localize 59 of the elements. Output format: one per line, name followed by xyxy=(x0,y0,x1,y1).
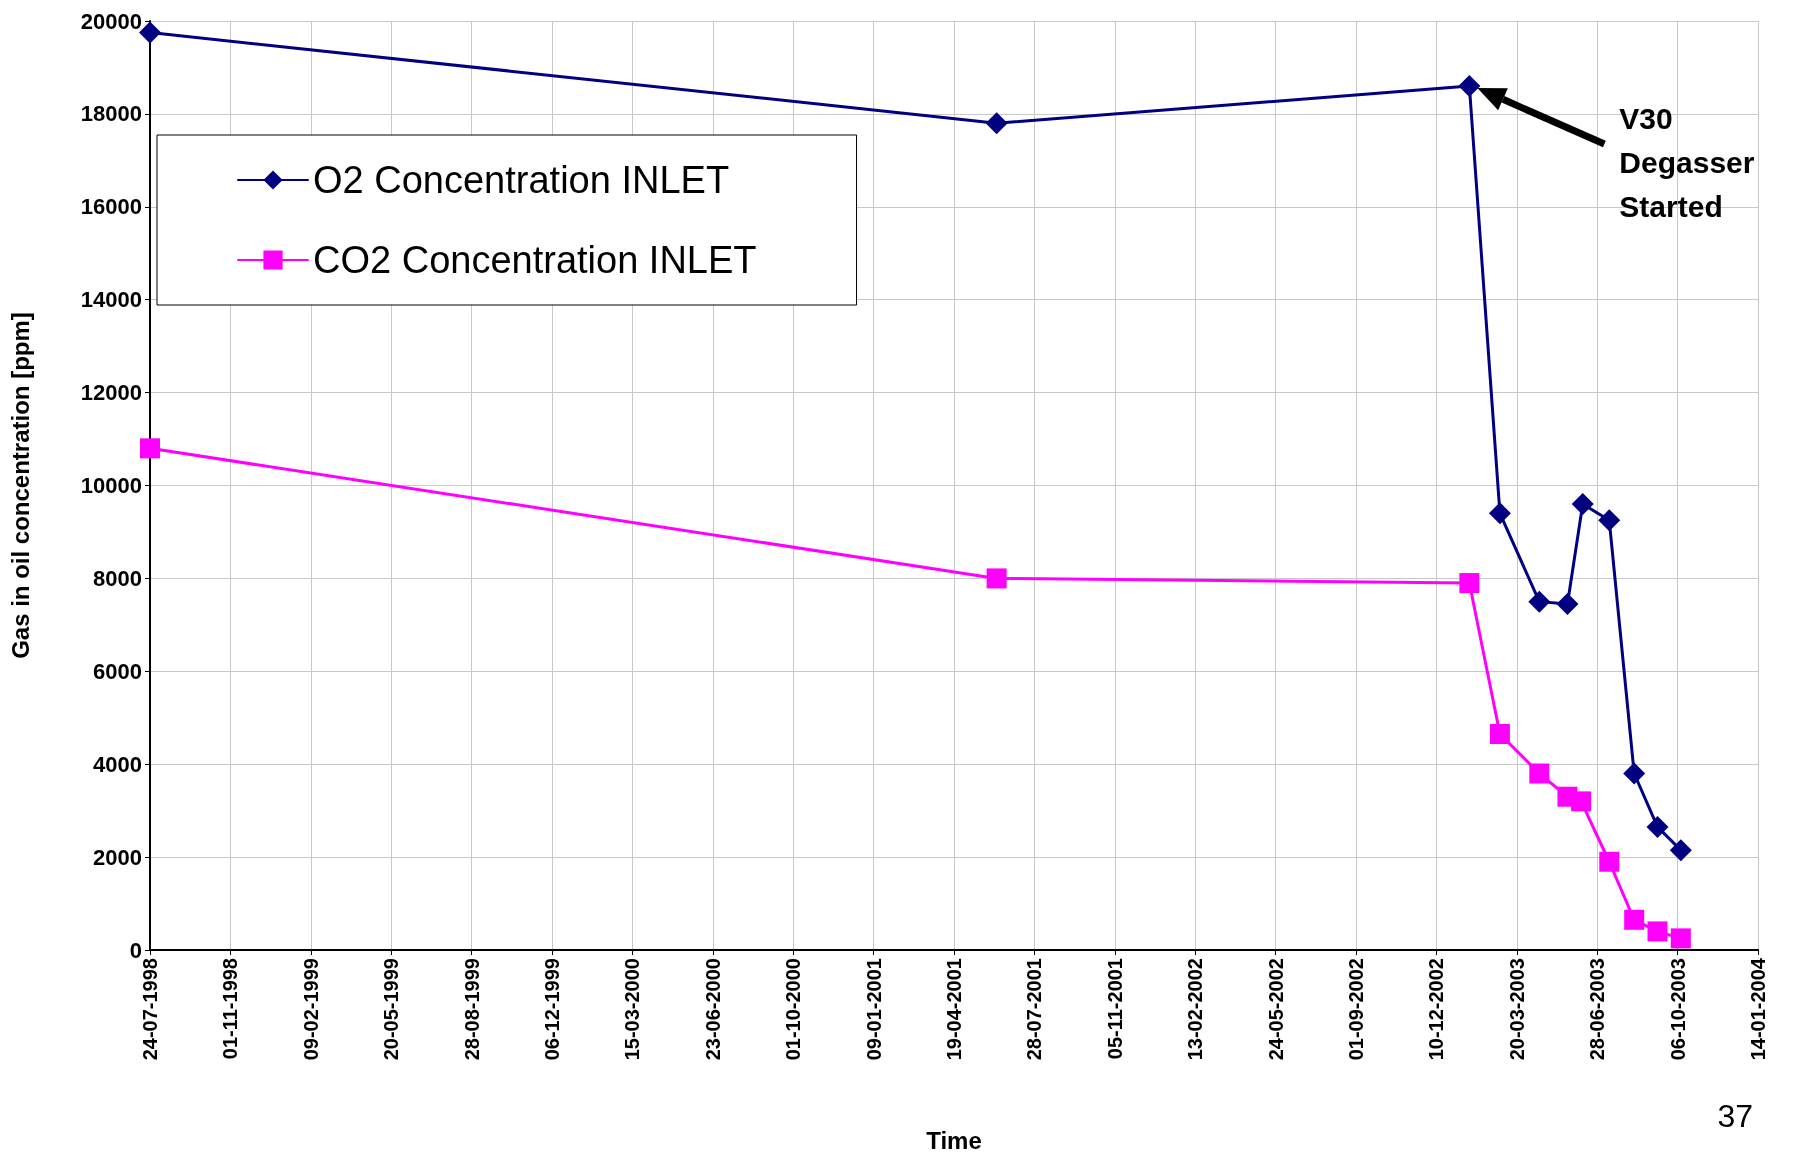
point xyxy=(1528,590,1551,613)
point xyxy=(1647,921,1668,942)
x-tick-label: 28-08-1999 xyxy=(460,958,483,1061)
x-tick-label: 01-09-2002 xyxy=(1345,958,1367,1061)
x-tick-label: 06-12-1999 xyxy=(541,958,563,1061)
x-tick-label: 05-11-2001 xyxy=(1103,958,1126,1060)
x-tick-label: 19-04-2001 xyxy=(943,958,965,1061)
point xyxy=(1646,815,1669,838)
x-tick-label: 28-06-2003 xyxy=(1586,958,1609,1061)
x-axis-title: Time xyxy=(926,1126,982,1154)
y-tick-label: 20000 xyxy=(80,8,142,34)
point xyxy=(1556,592,1579,615)
legend-label: O2 Concentration INLET xyxy=(313,159,730,201)
x-tick-label: 23-06-2000 xyxy=(701,958,724,1061)
x-tick-label: 06-10-2003 xyxy=(1666,958,1689,1061)
point xyxy=(1624,909,1645,930)
point xyxy=(1599,851,1620,872)
point xyxy=(1489,724,1510,745)
point xyxy=(1571,791,1592,812)
x-tick-label: 20-05-1999 xyxy=(380,958,403,1061)
x-tick-label: 09-01-2001 xyxy=(862,958,885,1061)
y-tick-label: 2000 xyxy=(93,844,142,870)
point xyxy=(1669,839,1692,862)
x-tick-label: 10-12-2002 xyxy=(1425,958,1448,1061)
point xyxy=(1623,762,1646,785)
x-tick-label: 09-02-1999 xyxy=(299,958,322,1061)
y-axis-title: Gas in oil concentration [ppm] xyxy=(6,312,34,659)
point xyxy=(986,568,1007,589)
legend-label: CO2 Concentration INLET xyxy=(313,239,757,281)
annotation: V30 Degasser Started xyxy=(1619,101,1755,223)
y-tick-label: 14000 xyxy=(80,287,142,313)
point xyxy=(1459,573,1480,594)
point xyxy=(985,112,1008,135)
y-tick-label: 16000 xyxy=(80,194,142,220)
x-tick-label: 28-07-2001 xyxy=(1023,958,1046,1061)
point xyxy=(1598,509,1621,532)
y-tick-label: 18000 xyxy=(80,101,142,127)
x-tick-label: 01-10-2000 xyxy=(782,958,805,1061)
x-tick-label: 24-05-2002 xyxy=(1264,958,1287,1061)
y-tick-label: 4000 xyxy=(93,751,142,777)
x-tick-label: 13-02-2002 xyxy=(1184,958,1207,1061)
x-tick-label: 15-03-2000 xyxy=(621,958,644,1061)
point xyxy=(1488,502,1511,525)
point xyxy=(139,21,161,44)
point xyxy=(1458,75,1481,98)
x-tick-label: 20-03-2003 xyxy=(1505,958,1528,1061)
x-tick-label: 24-07-1998 xyxy=(139,958,161,1061)
y-tick-label: 6000 xyxy=(93,658,142,684)
y-tick-label: 12000 xyxy=(80,380,142,406)
y-tick-label: 10000 xyxy=(80,473,142,498)
x-tick-label: 01-11-1998 xyxy=(219,958,242,1060)
y-tick-label: 8000 xyxy=(93,565,142,591)
point xyxy=(1529,763,1550,784)
y-tick-label: 0 xyxy=(129,937,142,963)
x-tick-label: 14-01-2004 xyxy=(1747,957,1769,1061)
point xyxy=(140,438,160,459)
point xyxy=(1670,928,1691,949)
text: 37 xyxy=(1717,1098,1753,1134)
point xyxy=(1571,493,1594,516)
